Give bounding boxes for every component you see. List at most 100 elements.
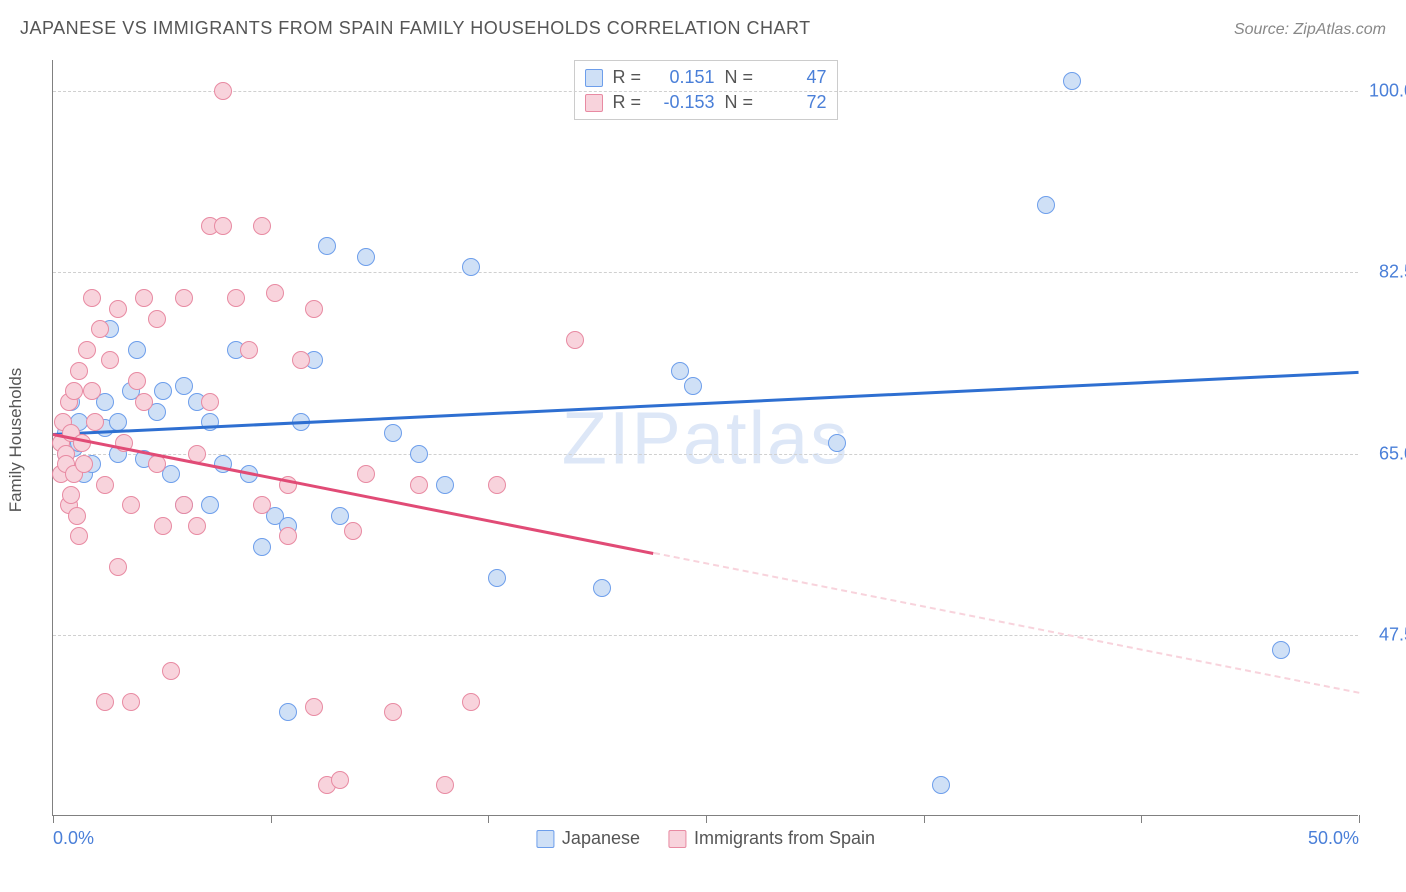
scatter-point: [292, 351, 310, 369]
scatter-point: [240, 341, 258, 359]
scatter-point: [1037, 196, 1055, 214]
legend-row-spain: R = -0.153 N = 72: [585, 90, 827, 115]
scatter-point: [75, 455, 93, 473]
trend-line: [53, 371, 1359, 436]
scatter-point: [214, 82, 232, 100]
scatter-point: [109, 300, 127, 318]
scatter-point: [175, 496, 193, 514]
y-tick-label: 100.0%: [1366, 81, 1406, 102]
legend-r-value: 0.151: [655, 67, 715, 88]
x-tick: [488, 815, 489, 823]
gridline: [53, 272, 1358, 273]
scatter-point: [78, 341, 96, 359]
scatter-point: [344, 522, 362, 540]
scatter-point: [1272, 641, 1290, 659]
scatter-point: [279, 527, 297, 545]
scatter-point: [357, 465, 375, 483]
scatter-point: [357, 248, 375, 266]
scatter-point: [253, 496, 271, 514]
y-tick-label: 82.5%: [1366, 262, 1406, 283]
scatter-point: [154, 517, 172, 535]
x-tick: [1359, 815, 1360, 823]
legend-item-japanese: Japanese: [536, 828, 640, 849]
scatter-point: [128, 341, 146, 359]
y-tick-label: 65.0%: [1366, 443, 1406, 464]
y-tick-label: 47.5%: [1366, 624, 1406, 645]
gridline: [53, 454, 1358, 455]
scatter-point: [101, 351, 119, 369]
scatter-point: [436, 776, 454, 794]
gridline: [53, 91, 1358, 92]
scatter-point: [1063, 72, 1081, 90]
scatter-point: [96, 476, 114, 494]
scatter-point: [331, 771, 349, 789]
legend-n-label: N =: [725, 67, 757, 88]
scatter-point: [227, 289, 245, 307]
x-tick-label: 50.0%: [1308, 828, 1359, 849]
y-axis-label: Family Households: [6, 368, 26, 513]
scatter-point: [70, 527, 88, 545]
scatter-point: [410, 445, 428, 463]
legend-swatch-icon: [536, 830, 554, 848]
legend-swatch-icon: [585, 69, 603, 87]
scatter-point: [684, 377, 702, 395]
scatter-point: [175, 289, 193, 307]
scatter-point: [135, 393, 153, 411]
legend-r-value: -0.153: [655, 92, 715, 113]
scatter-point: [305, 300, 323, 318]
x-tick: [53, 815, 54, 823]
scatter-point: [135, 289, 153, 307]
chart-title: JAPANESE VS IMMIGRANTS FROM SPAIN FAMILY…: [20, 18, 811, 39]
scatter-point: [68, 507, 86, 525]
scatter-point: [83, 382, 101, 400]
chart-header: JAPANESE VS IMMIGRANTS FROM SPAIN FAMILY…: [20, 18, 1386, 39]
scatter-point: [462, 693, 480, 711]
legend-item-label: Japanese: [562, 828, 640, 849]
legend-n-value: 47: [767, 67, 827, 88]
scatter-point: [331, 507, 349, 525]
x-tick-label: 0.0%: [53, 828, 94, 849]
scatter-point: [188, 517, 206, 535]
scatter-point: [671, 362, 689, 380]
legend-row-japanese: R = 0.151 N = 47: [585, 65, 827, 90]
scatter-point: [154, 382, 172, 400]
scatter-point: [305, 698, 323, 716]
plot-area: ZIPatlas R = 0.151 N = 47 R = -0.153 N =…: [52, 60, 1358, 816]
x-tick: [924, 815, 925, 823]
legend-correlation: R = 0.151 N = 47 R = -0.153 N = 72: [574, 60, 838, 120]
scatter-point: [566, 331, 584, 349]
x-tick: [1141, 815, 1142, 823]
scatter-point: [201, 496, 219, 514]
trend-line-extrapolated: [654, 552, 1360, 694]
scatter-point: [162, 662, 180, 680]
scatter-point: [65, 382, 83, 400]
legend-n-value: 72: [767, 92, 827, 113]
scatter-point: [122, 496, 140, 514]
scatter-point: [96, 693, 114, 711]
legend-r-label: R =: [613, 92, 645, 113]
scatter-point: [384, 703, 402, 721]
scatter-point: [91, 320, 109, 338]
legend-series: Japanese Immigrants from Spain: [536, 828, 875, 849]
scatter-point: [201, 393, 219, 411]
scatter-point: [62, 486, 80, 504]
legend-swatch-icon: [585, 94, 603, 112]
scatter-point: [488, 476, 506, 494]
scatter-point: [436, 476, 454, 494]
scatter-point: [175, 377, 193, 395]
scatter-point: [266, 284, 284, 302]
scatter-point: [593, 579, 611, 597]
scatter-point: [410, 476, 428, 494]
scatter-point: [148, 310, 166, 328]
scatter-point: [462, 258, 480, 276]
legend-n-label: N =: [725, 92, 757, 113]
scatter-point: [83, 289, 101, 307]
scatter-point: [214, 217, 232, 235]
scatter-point: [122, 693, 140, 711]
legend-r-label: R =: [613, 67, 645, 88]
scatter-point: [828, 434, 846, 452]
x-tick: [271, 815, 272, 823]
scatter-point: [109, 558, 127, 576]
legend-item-spain: Immigrants from Spain: [668, 828, 875, 849]
scatter-point: [86, 413, 104, 431]
